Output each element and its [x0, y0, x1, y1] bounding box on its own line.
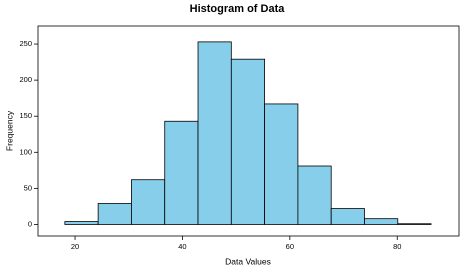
- bar: [264, 103, 299, 225]
- plot-frame: [37, 25, 460, 237]
- bar: [230, 58, 266, 225]
- bar: [297, 165, 332, 225]
- y-axis-title: Frequency: [4, 110, 14, 151]
- bar: [97, 203, 132, 225]
- y-tick-label: 150: [19, 111, 32, 120]
- bar: [131, 179, 166, 225]
- x-tick-label: 60: [286, 242, 294, 251]
- bar: [64, 221, 99, 225]
- y-tick-label: 250: [19, 39, 32, 48]
- x-axis-title: Data Values: [225, 256, 271, 266]
- bar: [164, 120, 199, 225]
- x-tick-label: 40: [178, 242, 186, 251]
- bar: [397, 223, 432, 225]
- bar: [364, 218, 399, 225]
- y-tick-label: 50: [24, 183, 32, 192]
- y-tick-label: 0: [28, 219, 32, 228]
- bar: [330, 208, 365, 225]
- bar: [197, 41, 232, 225]
- chart-title: Histogram of Data: [190, 3, 286, 15]
- x-tick-label: 80: [393, 242, 401, 251]
- x-tick-label: 20: [71, 242, 79, 251]
- y-tick-label: 100: [19, 147, 32, 156]
- y-tick-label: 200: [19, 75, 32, 84]
